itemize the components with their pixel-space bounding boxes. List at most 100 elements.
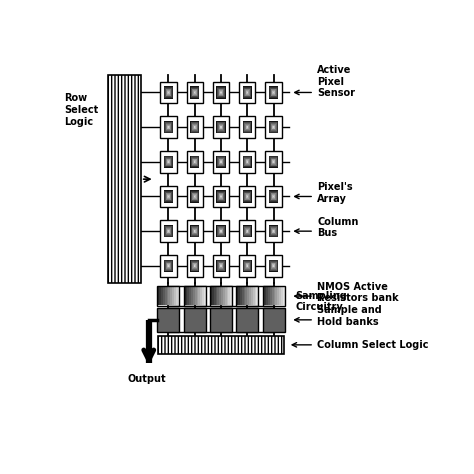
FancyBboxPatch shape	[200, 287, 202, 305]
Text: Column Select Logic: Column Select Logic	[317, 340, 428, 350]
FancyBboxPatch shape	[247, 287, 249, 305]
FancyBboxPatch shape	[164, 190, 173, 203]
FancyBboxPatch shape	[245, 159, 250, 165]
FancyBboxPatch shape	[165, 88, 172, 97]
FancyBboxPatch shape	[239, 117, 255, 138]
FancyBboxPatch shape	[216, 86, 226, 99]
FancyBboxPatch shape	[167, 125, 170, 129]
FancyBboxPatch shape	[168, 91, 169, 93]
FancyBboxPatch shape	[165, 122, 172, 132]
FancyBboxPatch shape	[270, 157, 277, 166]
FancyBboxPatch shape	[269, 260, 278, 271]
FancyBboxPatch shape	[256, 287, 258, 305]
FancyBboxPatch shape	[237, 308, 258, 332]
FancyBboxPatch shape	[269, 156, 278, 167]
FancyBboxPatch shape	[165, 262, 172, 270]
FancyBboxPatch shape	[246, 230, 248, 232]
FancyBboxPatch shape	[283, 287, 284, 305]
FancyBboxPatch shape	[238, 287, 240, 305]
FancyBboxPatch shape	[243, 86, 252, 99]
Text: Active
Pixel
Sensor: Active Pixel Sensor	[317, 65, 355, 98]
FancyBboxPatch shape	[220, 229, 222, 233]
Text: Row
Select
Logic: Row Select Logic	[64, 93, 98, 127]
FancyBboxPatch shape	[245, 262, 250, 270]
FancyBboxPatch shape	[273, 196, 274, 197]
FancyBboxPatch shape	[166, 228, 171, 234]
FancyBboxPatch shape	[184, 308, 206, 332]
FancyBboxPatch shape	[244, 192, 251, 201]
FancyBboxPatch shape	[166, 124, 171, 130]
FancyBboxPatch shape	[272, 159, 275, 164]
FancyBboxPatch shape	[167, 287, 168, 305]
FancyBboxPatch shape	[158, 336, 284, 354]
FancyBboxPatch shape	[191, 191, 199, 202]
FancyBboxPatch shape	[218, 192, 225, 201]
FancyBboxPatch shape	[210, 308, 232, 332]
FancyBboxPatch shape	[219, 89, 223, 96]
FancyBboxPatch shape	[186, 287, 187, 305]
FancyBboxPatch shape	[268, 287, 270, 305]
FancyBboxPatch shape	[219, 159, 223, 165]
FancyBboxPatch shape	[164, 121, 173, 133]
FancyBboxPatch shape	[190, 225, 200, 237]
FancyBboxPatch shape	[166, 89, 171, 96]
FancyBboxPatch shape	[245, 228, 250, 234]
FancyBboxPatch shape	[165, 227, 172, 236]
FancyBboxPatch shape	[168, 287, 170, 305]
FancyBboxPatch shape	[193, 90, 197, 95]
FancyBboxPatch shape	[192, 124, 197, 130]
FancyBboxPatch shape	[213, 255, 229, 277]
FancyBboxPatch shape	[246, 264, 249, 268]
FancyBboxPatch shape	[217, 191, 225, 202]
FancyBboxPatch shape	[269, 155, 278, 168]
FancyBboxPatch shape	[192, 158, 198, 166]
FancyBboxPatch shape	[269, 121, 278, 133]
FancyBboxPatch shape	[273, 91, 275, 94]
FancyBboxPatch shape	[265, 186, 282, 207]
FancyBboxPatch shape	[160, 82, 177, 103]
FancyBboxPatch shape	[239, 186, 255, 207]
FancyBboxPatch shape	[160, 255, 177, 277]
FancyBboxPatch shape	[225, 287, 227, 305]
FancyBboxPatch shape	[272, 90, 275, 95]
FancyBboxPatch shape	[190, 155, 200, 168]
FancyBboxPatch shape	[160, 117, 177, 138]
FancyBboxPatch shape	[166, 263, 171, 269]
FancyBboxPatch shape	[193, 126, 196, 129]
FancyBboxPatch shape	[219, 228, 223, 234]
FancyBboxPatch shape	[271, 123, 276, 131]
FancyBboxPatch shape	[272, 287, 273, 305]
FancyBboxPatch shape	[246, 125, 249, 129]
FancyBboxPatch shape	[166, 159, 171, 165]
FancyBboxPatch shape	[191, 122, 198, 132]
FancyBboxPatch shape	[108, 75, 141, 283]
FancyBboxPatch shape	[219, 287, 221, 305]
FancyBboxPatch shape	[218, 89, 224, 96]
FancyBboxPatch shape	[194, 161, 195, 163]
FancyBboxPatch shape	[271, 192, 276, 201]
FancyBboxPatch shape	[270, 122, 277, 132]
FancyBboxPatch shape	[246, 229, 248, 233]
FancyBboxPatch shape	[157, 287, 159, 305]
FancyBboxPatch shape	[164, 122, 173, 133]
FancyBboxPatch shape	[192, 262, 198, 270]
FancyBboxPatch shape	[270, 287, 272, 305]
FancyBboxPatch shape	[239, 220, 255, 242]
FancyBboxPatch shape	[167, 194, 170, 199]
FancyBboxPatch shape	[244, 122, 251, 132]
FancyBboxPatch shape	[218, 287, 219, 305]
FancyBboxPatch shape	[192, 159, 197, 165]
FancyBboxPatch shape	[213, 186, 229, 207]
FancyBboxPatch shape	[240, 287, 242, 305]
FancyBboxPatch shape	[266, 287, 268, 305]
FancyBboxPatch shape	[216, 190, 226, 203]
FancyBboxPatch shape	[157, 308, 180, 332]
FancyBboxPatch shape	[272, 229, 275, 234]
FancyBboxPatch shape	[190, 260, 200, 272]
FancyBboxPatch shape	[193, 160, 196, 164]
FancyBboxPatch shape	[187, 151, 203, 173]
FancyBboxPatch shape	[218, 192, 224, 201]
FancyBboxPatch shape	[168, 161, 169, 163]
FancyBboxPatch shape	[191, 157, 198, 166]
FancyBboxPatch shape	[190, 121, 200, 133]
